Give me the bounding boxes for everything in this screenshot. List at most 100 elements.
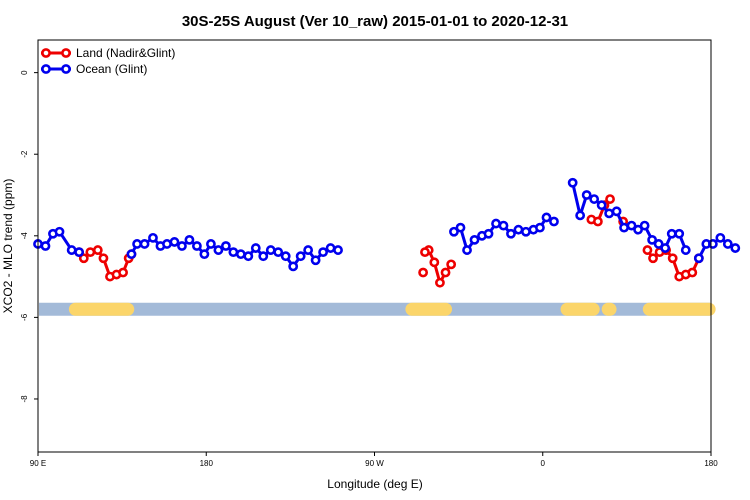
ocean-data-point <box>206 239 216 249</box>
ocean-data-point <box>295 251 306 262</box>
x-tick-label: 90 E <box>30 459 46 468</box>
ocean-data-point <box>535 222 545 233</box>
chart-title: 30S-25S August (Ver 10_raw) 2015-01-01 t… <box>182 13 568 30</box>
ocean-data-point <box>199 249 210 260</box>
ocean-data-point <box>228 247 239 258</box>
ocean-data-point <box>333 245 343 255</box>
ocean-data-point <box>680 245 691 255</box>
y-tick-label: -4 <box>20 232 29 240</box>
ocean-data-point <box>513 224 524 235</box>
ocean-data-point <box>707 239 718 249</box>
ocean-data-point <box>693 253 704 264</box>
land-data-point <box>98 253 109 264</box>
ocean-data-point <box>541 212 552 223</box>
land-data-point <box>605 194 615 204</box>
x-tick-label: 0 <box>541 459 546 468</box>
ocean-data-point <box>288 261 299 272</box>
ocean-data-point <box>169 237 180 247</box>
ocean-data-point <box>498 220 509 231</box>
land-data-point <box>429 257 440 268</box>
y-tick-label: -2 <box>20 150 29 158</box>
x-tick-label: 180 <box>704 459 718 468</box>
ocean-data-point <box>310 255 321 266</box>
ocean-data-point <box>192 241 202 251</box>
land-data-point <box>78 253 89 264</box>
y-axis-label: XCO2 - MLO trend (ppm) <box>1 179 15 314</box>
legend-ocean-label: Ocean (Glint) <box>76 62 147 76</box>
legend-ocean-marker <box>61 64 71 74</box>
ocean-data-point <box>611 206 622 217</box>
ocean-data-point <box>54 226 65 237</box>
land-data-point <box>446 259 457 270</box>
ocean-data-point <box>280 251 291 262</box>
legend-ocean-marker <box>41 64 51 74</box>
ocean-data-point <box>126 249 137 260</box>
ocean-data-point <box>177 241 187 251</box>
land-data-point <box>92 245 103 255</box>
land-data-point <box>440 267 451 278</box>
ocean-data-point <box>303 245 314 255</box>
ocean-data-point <box>66 245 77 255</box>
ocean-series <box>33 177 741 272</box>
ocean-data-point <box>626 220 637 231</box>
ocean-data-point <box>325 243 336 253</box>
ocean-data-point <box>220 241 231 251</box>
ocean-data-point <box>730 243 741 253</box>
ocean-data-point <box>647 234 658 245</box>
ocean-data-point <box>506 228 516 239</box>
ocean-data-point <box>639 220 650 231</box>
ocean-data-point <box>575 210 586 221</box>
ocean-data-point <box>449 226 459 237</box>
ocean-data-point <box>74 247 85 258</box>
series-layer <box>33 177 741 288</box>
ocean-data-point <box>139 239 150 249</box>
ocean-data-point <box>596 200 607 211</box>
ocean-data-point <box>318 247 328 258</box>
ocean-data-point <box>162 239 172 249</box>
ocean-data-point <box>148 232 158 243</box>
land-data-point <box>435 277 445 288</box>
ocean-data-point <box>674 228 685 239</box>
land-data-point <box>418 267 429 278</box>
legend-land-marker <box>61 48 71 58</box>
land-data-point <box>648 253 658 264</box>
ocean-data-point <box>567 177 578 188</box>
ocean-data-point <box>491 218 501 229</box>
land-data-point <box>420 247 430 258</box>
x-tick-label: 180 <box>200 459 214 468</box>
ocean-data-point <box>633 224 643 235</box>
legend-land-label: Land (Nadir&Glint) <box>76 46 175 60</box>
ocean-data-point <box>469 234 480 245</box>
ocean-data-point <box>581 190 592 200</box>
ocean-data-point <box>589 194 600 204</box>
land-data-point <box>85 247 96 258</box>
legend: Land (Nadir&Glint) Ocean (Glint) <box>41 46 175 76</box>
ocean-data-point <box>250 243 261 253</box>
ocean-data-point <box>273 247 284 258</box>
x-axis: 90 E 180 90 W 0 180 <box>30 452 718 468</box>
legend-land-marker <box>41 48 51 58</box>
y-tick-label: -6 <box>20 313 29 321</box>
land-data-point <box>118 267 128 278</box>
y-tick-label: -8 <box>20 395 29 403</box>
ocean-data-point <box>722 239 733 249</box>
ocean-data-point <box>660 243 671 253</box>
y-axis: 0 -2 -4 -6 -8 <box>20 70 38 403</box>
ocean-data-point <box>184 234 195 245</box>
ocean-data-point <box>653 239 664 249</box>
ocean-data-point <box>235 249 246 260</box>
y-tick-label: 0 <box>20 70 29 75</box>
ocean-data-point <box>715 232 726 243</box>
ocean-data-point <box>619 222 629 233</box>
ocean-data-point <box>462 245 472 255</box>
ocean-data-point <box>521 226 531 237</box>
ocean-data-point <box>483 228 494 239</box>
land-data-point <box>642 245 653 255</box>
ocean-data-point <box>666 228 677 239</box>
ocean-data-point <box>265 245 276 255</box>
land-data-point <box>592 216 603 227</box>
ocean-data-point <box>213 245 224 255</box>
x-tick-label: 90 W <box>365 459 384 468</box>
land-data-point <box>687 267 698 278</box>
